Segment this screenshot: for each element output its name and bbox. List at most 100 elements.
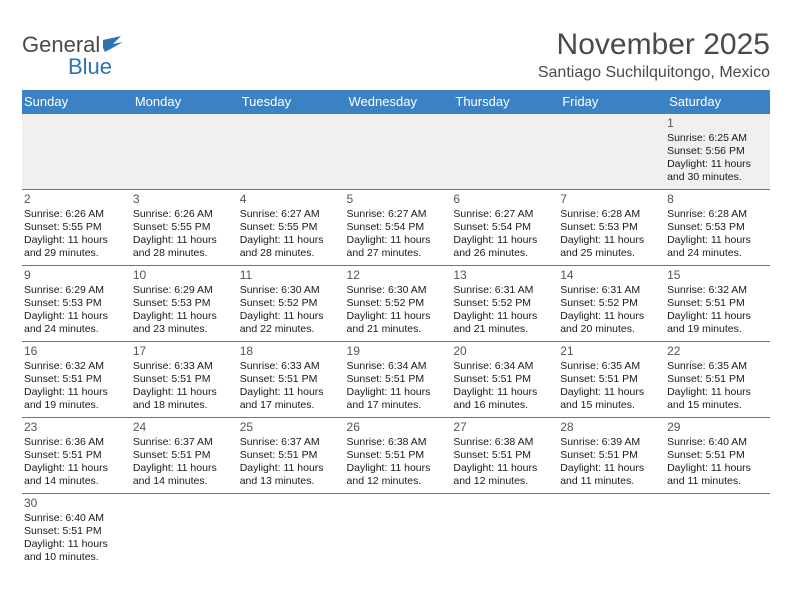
cell-d1: Daylight: 11 hours [560, 386, 659, 399]
cell-d2: and 21 minutes. [347, 323, 446, 336]
cell-ss: Sunset: 5:51 PM [133, 449, 232, 462]
cell-d2: and 12 minutes. [347, 475, 446, 488]
cell-d2: and 20 minutes. [560, 323, 659, 336]
cell-d1: Daylight: 11 hours [453, 386, 552, 399]
day-number: 26 [347, 420, 446, 435]
calendar-head: SundayMondayTuesdayWednesdayThursdayFrid… [22, 90, 770, 114]
calendar-cell: 14Sunrise: 6:31 AMSunset: 5:52 PMDayligh… [556, 266, 663, 342]
calendar-row: 1Sunrise: 6:25 AMSunset: 5:56 PMDaylight… [22, 114, 770, 190]
cell-d2: and 24 minutes. [24, 323, 125, 336]
cell-d2: and 17 minutes. [240, 399, 339, 412]
cell-sr: Sunrise: 6:40 AM [667, 436, 766, 449]
cell-ss: Sunset: 5:51 PM [667, 297, 766, 310]
day-number: 28 [560, 420, 659, 435]
cell-sr: Sunrise: 6:31 AM [560, 284, 659, 297]
calendar-cell: 29Sunrise: 6:40 AMSunset: 5:51 PMDayligh… [663, 418, 770, 494]
calendar-cell [343, 494, 450, 570]
day-number: 19 [347, 344, 446, 359]
cell-sr: Sunrise: 6:30 AM [240, 284, 339, 297]
cell-sr: Sunrise: 6:35 AM [667, 360, 766, 373]
cell-d2: and 25 minutes. [560, 247, 659, 260]
calendar-cell [129, 494, 236, 570]
calendar-cell [343, 114, 450, 190]
calendar-cell: 4Sunrise: 6:27 AMSunset: 5:55 PMDaylight… [236, 190, 343, 266]
cell-sr: Sunrise: 6:29 AM [24, 284, 125, 297]
cell-d2: and 24 minutes. [667, 247, 766, 260]
cell-d2: and 21 minutes. [453, 323, 552, 336]
cell-ss: Sunset: 5:54 PM [453, 221, 552, 234]
cell-ss: Sunset: 5:53 PM [133, 297, 232, 310]
cell-d2: and 18 minutes. [133, 399, 232, 412]
cell-ss: Sunset: 5:51 PM [453, 449, 552, 462]
cell-d2: and 14 minutes. [24, 475, 125, 488]
cell-d1: Daylight: 11 hours [667, 158, 766, 171]
page-title: November 2025 [538, 28, 770, 62]
cell-d1: Daylight: 11 hours [667, 310, 766, 323]
calendar-cell [22, 114, 129, 190]
calendar-cell: 7Sunrise: 6:28 AMSunset: 5:53 PMDaylight… [556, 190, 663, 266]
calendar-cell: 22Sunrise: 6:35 AMSunset: 5:51 PMDayligh… [663, 342, 770, 418]
calendar-cell: 15Sunrise: 6:32 AMSunset: 5:51 PMDayligh… [663, 266, 770, 342]
cell-d2: and 12 minutes. [453, 475, 552, 488]
cell-sr: Sunrise: 6:40 AM [24, 512, 125, 525]
day-number: 16 [24, 344, 125, 359]
day-number: 27 [453, 420, 552, 435]
cell-d2: and 28 minutes. [133, 247, 232, 260]
cell-d2: and 19 minutes. [24, 399, 125, 412]
cell-sr: Sunrise: 6:35 AM [560, 360, 659, 373]
weekday-header: Tuesday [236, 90, 343, 114]
day-number: 18 [240, 344, 339, 359]
logo-text: General Blue [22, 32, 127, 80]
cell-d1: Daylight: 11 hours [667, 386, 766, 399]
calendar-cell [129, 114, 236, 190]
cell-sr: Sunrise: 6:28 AM [560, 208, 659, 221]
cell-sr: Sunrise: 6:27 AM [453, 208, 552, 221]
cell-sr: Sunrise: 6:28 AM [667, 208, 766, 221]
cell-d2: and 29 minutes. [24, 247, 125, 260]
weekday-header: Thursday [449, 90, 556, 114]
calendar-cell: 21Sunrise: 6:35 AMSunset: 5:51 PMDayligh… [556, 342, 663, 418]
calendar-row: 30Sunrise: 6:40 AMSunset: 5:51 PMDayligh… [22, 494, 770, 570]
day-number: 8 [667, 192, 766, 207]
calendar-cell: 3Sunrise: 6:26 AMSunset: 5:55 PMDaylight… [129, 190, 236, 266]
cell-sr: Sunrise: 6:25 AM [667, 132, 766, 145]
cell-ss: Sunset: 5:54 PM [347, 221, 446, 234]
cell-d2: and 14 minutes. [133, 475, 232, 488]
calendar-row: 23Sunrise: 6:36 AMSunset: 5:51 PMDayligh… [22, 418, 770, 494]
calendar-cell: 27Sunrise: 6:38 AMSunset: 5:51 PMDayligh… [449, 418, 556, 494]
cell-d1: Daylight: 11 hours [240, 310, 339, 323]
cell-d1: Daylight: 11 hours [24, 538, 125, 551]
cell-sr: Sunrise: 6:33 AM [133, 360, 232, 373]
cell-sr: Sunrise: 6:37 AM [133, 436, 232, 449]
calendar-cell: 5Sunrise: 6:27 AMSunset: 5:54 PMDaylight… [343, 190, 450, 266]
cell-sr: Sunrise: 6:27 AM [240, 208, 339, 221]
calendar-cell: 19Sunrise: 6:34 AMSunset: 5:51 PMDayligh… [343, 342, 450, 418]
cell-ss: Sunset: 5:52 PM [240, 297, 339, 310]
calendar-cell: 18Sunrise: 6:33 AMSunset: 5:51 PMDayligh… [236, 342, 343, 418]
cell-d2: and 19 minutes. [667, 323, 766, 336]
cell-sr: Sunrise: 6:34 AM [347, 360, 446, 373]
calendar-cell: 24Sunrise: 6:37 AMSunset: 5:51 PMDayligh… [129, 418, 236, 494]
cell-sr: Sunrise: 6:32 AM [667, 284, 766, 297]
calendar-cell: 1Sunrise: 6:25 AMSunset: 5:56 PMDaylight… [663, 114, 770, 190]
day-number: 4 [240, 192, 339, 207]
calendar-cell: 25Sunrise: 6:37 AMSunset: 5:51 PMDayligh… [236, 418, 343, 494]
day-number: 17 [133, 344, 232, 359]
cell-d2: and 23 minutes. [133, 323, 232, 336]
calendar-cell: 28Sunrise: 6:39 AMSunset: 5:51 PMDayligh… [556, 418, 663, 494]
cell-d1: Daylight: 11 hours [24, 462, 125, 475]
cell-ss: Sunset: 5:53 PM [667, 221, 766, 234]
day-number: 14 [560, 268, 659, 283]
day-number: 20 [453, 344, 552, 359]
cell-ss: Sunset: 5:55 PM [133, 221, 232, 234]
weekday-header: Friday [556, 90, 663, 114]
location: Santiago Suchilquitongo, Mexico [538, 64, 770, 82]
cell-ss: Sunset: 5:53 PM [24, 297, 125, 310]
day-number: 5 [347, 192, 446, 207]
cell-d1: Daylight: 11 hours [133, 462, 232, 475]
cell-ss: Sunset: 5:51 PM [240, 449, 339, 462]
cell-ss: Sunset: 5:51 PM [133, 373, 232, 386]
cell-d1: Daylight: 11 hours [347, 386, 446, 399]
calendar-cell: 11Sunrise: 6:30 AMSunset: 5:52 PMDayligh… [236, 266, 343, 342]
cell-d1: Daylight: 11 hours [347, 462, 446, 475]
